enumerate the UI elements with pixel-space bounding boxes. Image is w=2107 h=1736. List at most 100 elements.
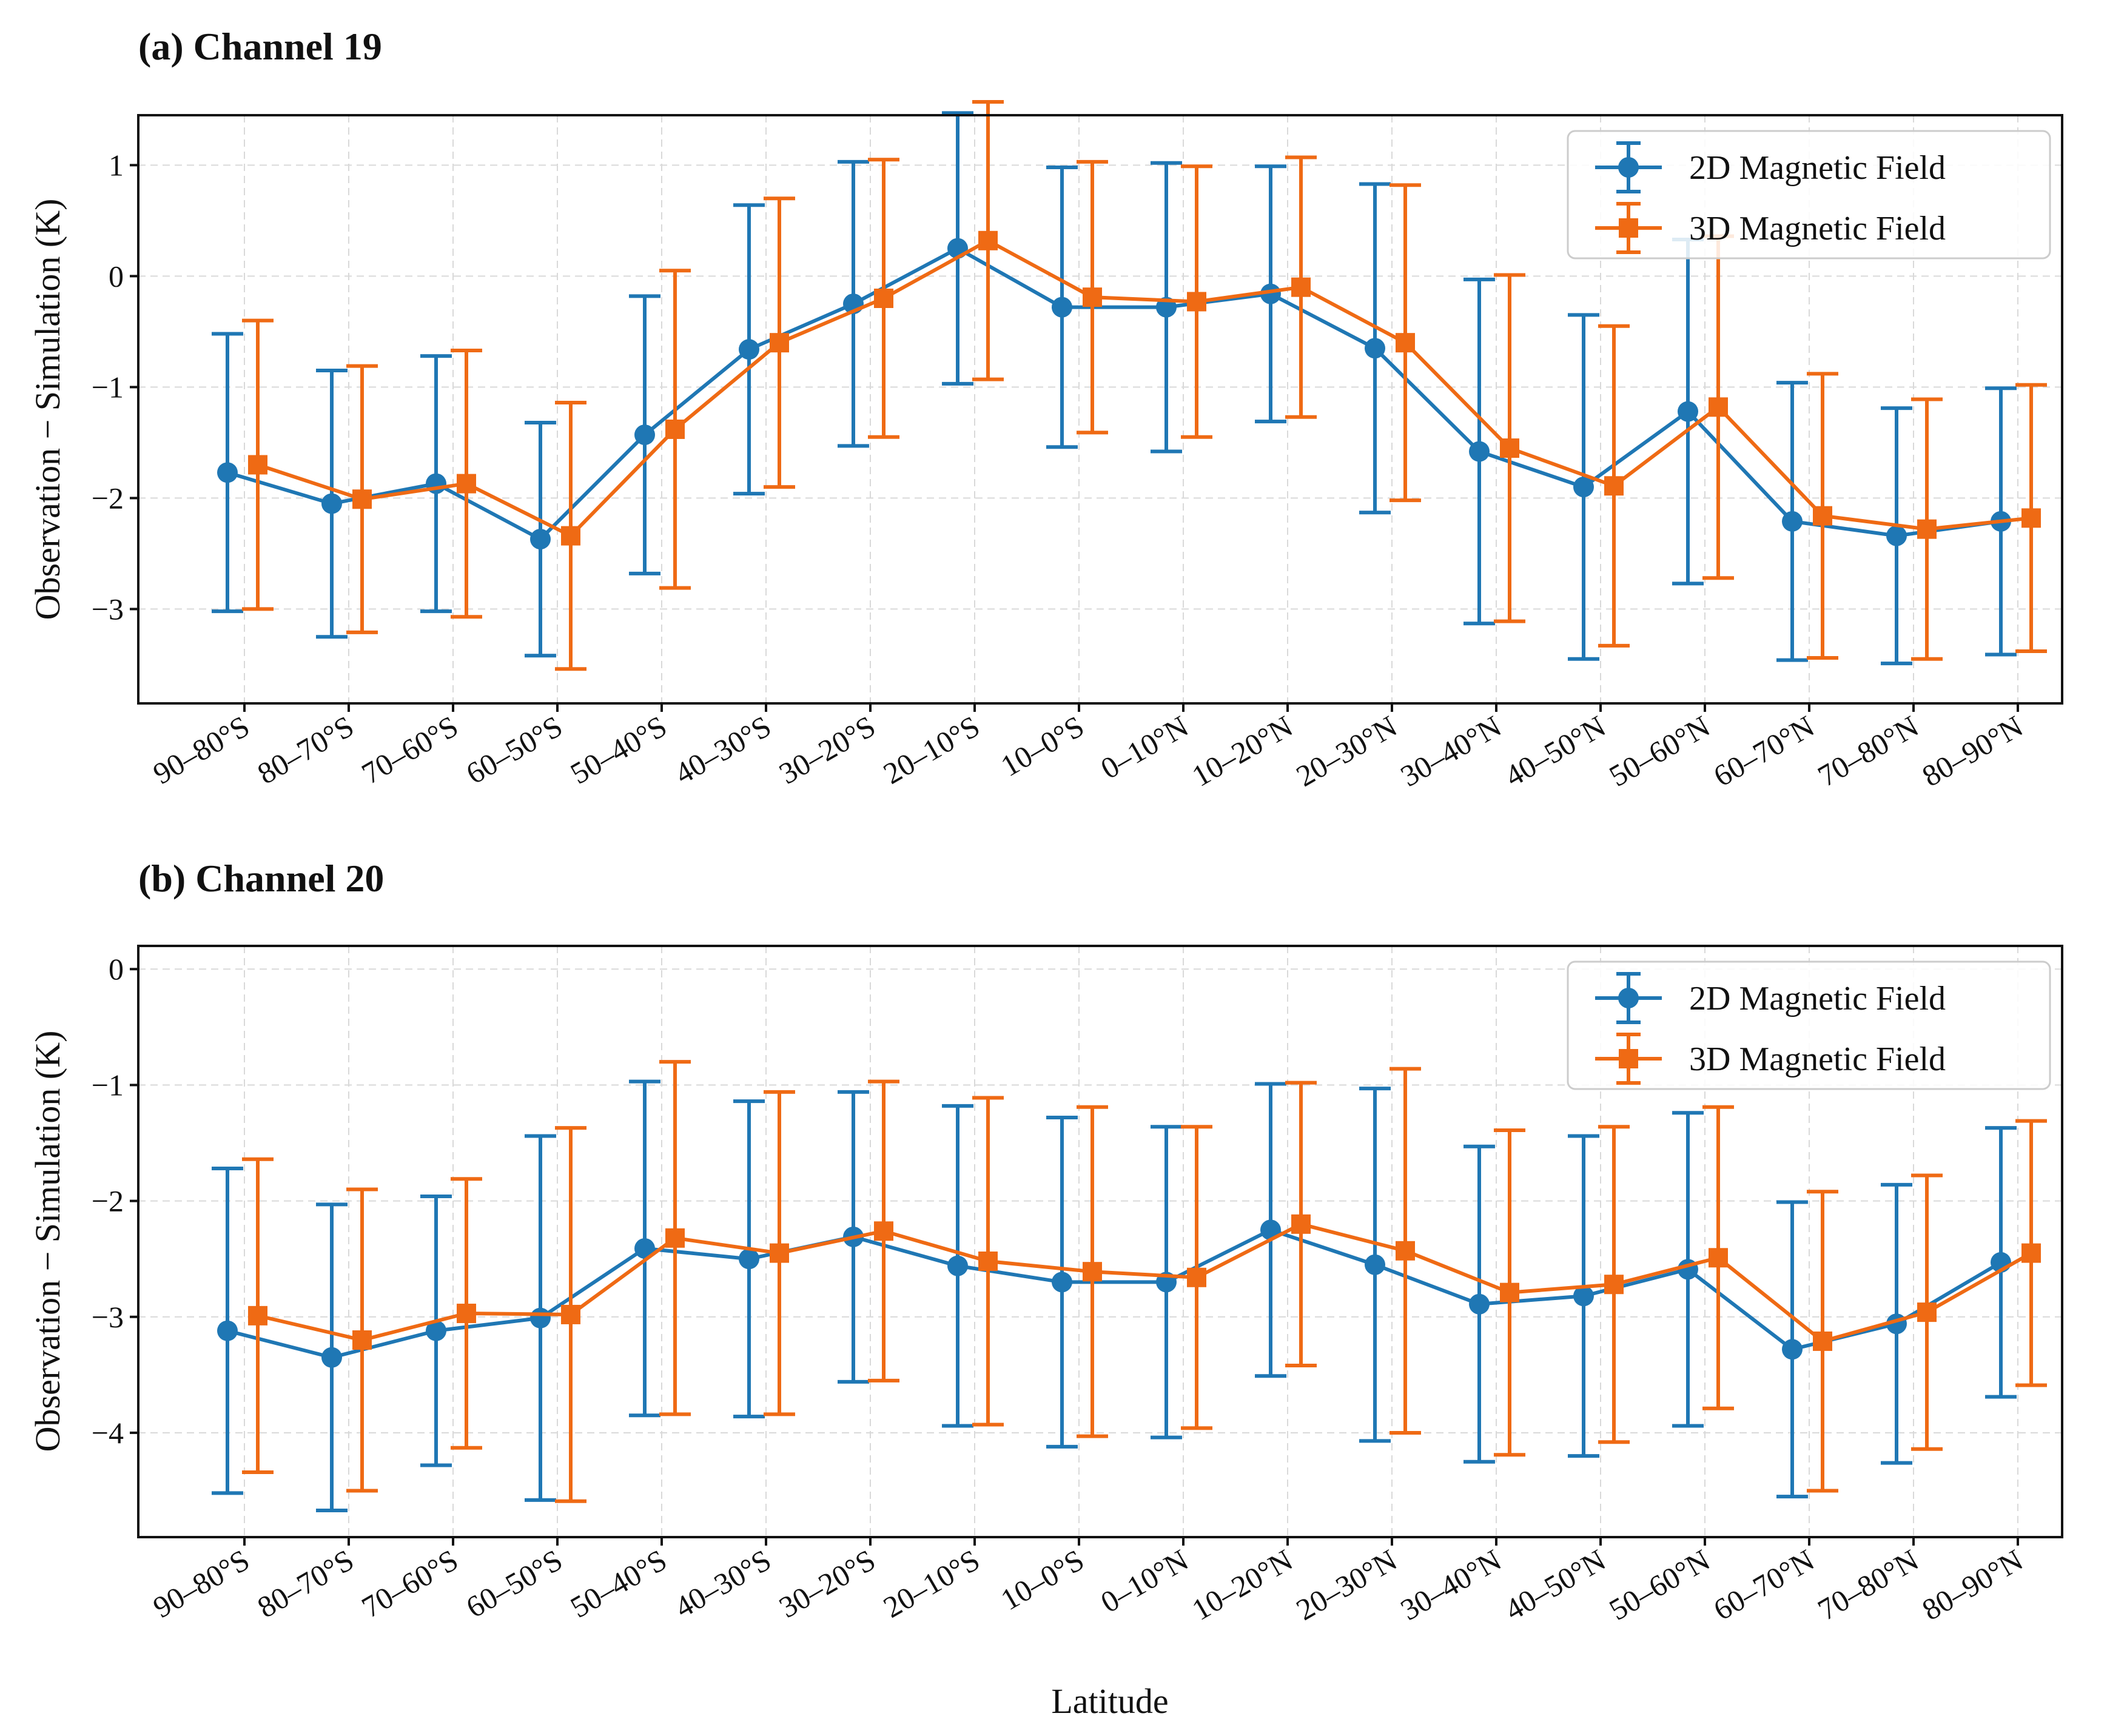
data-point-marker — [1187, 292, 1206, 312]
x-tick-label: 90–80°S — [147, 709, 255, 791]
x-tick-label: 80–70°S — [252, 1543, 360, 1624]
x-tick-label: 30–40°N — [1395, 709, 1507, 793]
data-point-marker — [1782, 1339, 1803, 1360]
data-point-marker — [1291, 1214, 1311, 1234]
series-line — [227, 246, 2001, 541]
data-point-marker — [530, 529, 551, 550]
series-line — [257, 238, 2032, 538]
legend-box — [1567, 130, 2051, 260]
data-point-marker — [1052, 297, 1072, 318]
x-tick-label: 10–20°N — [1186, 709, 1299, 793]
panel-b-y-axis-label: Observation − Simulation (K) — [28, 1031, 67, 1452]
panel-channel-19: (a) Channel 19 10−1−2−390–80°S80–70°S70–… — [28, 25, 2063, 793]
data-point-marker — [457, 474, 476, 494]
data-point-marker — [561, 1304, 580, 1324]
panel-a-plot-area — [212, 100, 2047, 671]
panel-b-frame — [137, 945, 2063, 1538]
data-point-marker — [874, 288, 893, 308]
data-point-marker — [426, 1320, 446, 1341]
data-point-marker — [978, 1252, 998, 1271]
x-tick-label: 40–50°N — [1499, 709, 1611, 793]
panel-b-legend: 2D Magnetic Field 3D Magnetic Field — [1567, 960, 2051, 1090]
x-tick-label: 30–20°S — [773, 709, 881, 791]
data-point-marker — [1917, 519, 1937, 539]
legend-label: 3D Magnetic Field — [1689, 1041, 1946, 1078]
x-tick-label: 20–10°S — [878, 1543, 986, 1624]
x-tick-label: 80–90°N — [1917, 709, 2029, 793]
x-tick-label: 60–70°N — [1708, 1543, 1820, 1627]
legend-marker — [1618, 988, 1639, 1008]
data-point-marker — [1886, 525, 1907, 546]
y-tick-label: −1 — [92, 370, 124, 404]
data-point-marker — [321, 1347, 342, 1368]
data-point-marker — [321, 493, 342, 514]
panel-a-title: (a) Channel 19 — [138, 25, 382, 68]
x-tick-label: 70–60°S — [356, 1543, 464, 1624]
data-point-marker — [1083, 287, 1102, 307]
data-point-marker — [352, 489, 372, 509]
data-point-marker — [665, 1228, 685, 1248]
data-point-marker — [874, 1221, 893, 1241]
data-point-marker — [1469, 441, 1490, 462]
x-tick-label: 50–40°S — [565, 1543, 673, 1624]
panel-b-plot-area — [212, 1060, 2047, 1513]
data-point-marker — [1709, 1248, 1728, 1268]
data-point-marker — [457, 1304, 476, 1324]
series-3d — [242, 1060, 2047, 1503]
series-line — [227, 1228, 2002, 1359]
legend-entry-2d: 2D Magnetic Field — [1595, 972, 1946, 1024]
data-point-marker — [1365, 338, 1385, 359]
y-tick-label: −2 — [92, 1184, 124, 1218]
panel-channel-20: (b) Channel 20 0−1−2−3−490–80°S80–70°S70… — [28, 857, 2063, 1627]
y-tick-label: −2 — [92, 481, 124, 515]
data-point-marker — [530, 1307, 551, 1329]
panel-a-y-axis-label: Observation − Simulation (K) — [28, 199, 67, 620]
x-tick-label: 0–10°N — [1095, 709, 1194, 786]
x-tick-label: 10–20°N — [1186, 1543, 1299, 1627]
x-tick-label: 60–50°S — [460, 1543, 568, 1624]
legend-box — [1567, 960, 2051, 1090]
x-tick-label: 30–20°S — [773, 1543, 881, 1624]
data-point-marker — [1813, 1331, 1832, 1351]
data-point-marker — [1573, 477, 1594, 498]
x-tick-label: 20–10°S — [878, 709, 986, 791]
panel-a-legend: 2D Magnetic Field 3D Magnetic Field — [1567, 130, 2051, 260]
legend-marker — [1619, 218, 1638, 238]
panel-b-title: (b) Channel 20 — [138, 857, 384, 900]
data-point-marker — [217, 1320, 238, 1341]
legend-label: 2D Magnetic Field — [1689, 149, 1946, 187]
data-point-marker — [1500, 438, 1519, 458]
panel-a-frame — [137, 114, 2063, 705]
x-tick-label: 40–30°S — [669, 709, 777, 791]
data-point-marker — [1604, 1275, 1624, 1295]
data-point-marker — [352, 1330, 372, 1350]
data-point-marker — [2021, 508, 2041, 528]
x-tick-label: 50–60°N — [1604, 1543, 1716, 1627]
x-tick-label: 10–0°S — [995, 1543, 1089, 1617]
data-point-marker — [248, 455, 267, 475]
y-tick-label: −3 — [92, 1300, 124, 1334]
legend-entry-2d: 2D Magnetic Field — [1595, 141, 1946, 193]
data-point-marker — [1187, 1267, 1206, 1287]
data-point-marker — [1396, 333, 1415, 353]
data-point-marker — [1365, 1254, 1385, 1275]
legend-marker — [1619, 1049, 1638, 1068]
data-point-marker — [1573, 1285, 1594, 1307]
data-point-marker — [634, 1238, 655, 1259]
data-point-marker — [770, 1243, 789, 1263]
data-point-marker — [248, 1305, 267, 1325]
x-tick-label: 20–30°N — [1291, 709, 1403, 793]
x-tick-label: 40–50°N — [1499, 1543, 1611, 1627]
data-point-marker — [665, 419, 685, 439]
x-tick-label: 60–70°N — [1708, 709, 1820, 793]
series-2d — [212, 1079, 2017, 1513]
x-tick-label: 70–80°N — [1812, 709, 1924, 793]
data-point-marker — [2021, 1243, 2041, 1263]
x-tick-label: 70–80°N — [1812, 1543, 1924, 1627]
data-point-marker — [561, 526, 580, 546]
x-tick-label: 40–30°S — [669, 1543, 777, 1624]
data-point-marker — [1396, 1241, 1415, 1261]
data-point-marker — [739, 1248, 759, 1270]
series-3d — [242, 100, 2047, 671]
